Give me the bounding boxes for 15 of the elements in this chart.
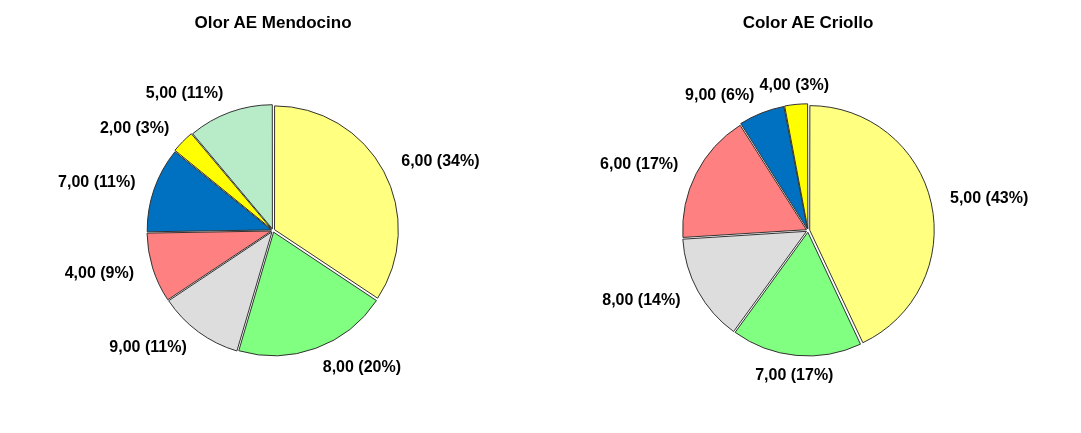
slice-label: 9,00 (6%) (685, 85, 755, 103)
slice-label: 4,00 (3%) (759, 76, 829, 94)
slice-label: 4,00 (9%) (64, 264, 135, 282)
slice-label: 7,00 (11%) (58, 173, 136, 191)
slice-label: 8,00 (14%) (602, 291, 681, 308)
slice-label: 6,00 (34%) (401, 152, 480, 170)
slice-label: 7,00 (17%) (755, 365, 834, 383)
slice-label: 8,00 (20%) (322, 357, 402, 375)
slice-label: 9,00 (11%) (109, 338, 187, 356)
chart-title: Olor AE Mendocino (193, 12, 353, 34)
slice-label: 5,00 (43%) (950, 189, 1029, 207)
slice-label: 2,00 (3%) (99, 118, 170, 136)
chart-title: Color AE Criollo (741, 12, 875, 34)
slice-label: 6,00 (17%) (600, 154, 679, 172)
slice-label: 5,00 (11%) (145, 84, 224, 102)
